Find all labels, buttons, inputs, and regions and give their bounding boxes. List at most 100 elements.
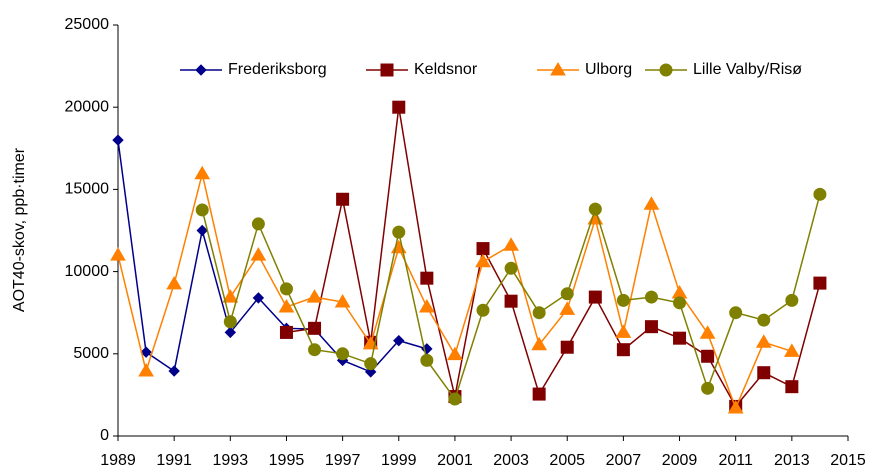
marker bbox=[560, 287, 574, 301]
marker bbox=[306, 289, 323, 303]
y-tick-label: 25000 bbox=[65, 16, 110, 33]
marker bbox=[195, 64, 207, 76]
marker bbox=[138, 363, 154, 377]
y-tick-label: 10000 bbox=[65, 263, 110, 280]
marker bbox=[813, 187, 827, 201]
x-tick-label: 2011 bbox=[718, 452, 753, 469]
marker bbox=[616, 293, 630, 307]
x-tick-label: 1995 bbox=[269, 452, 305, 469]
marker bbox=[813, 276, 827, 290]
marker bbox=[673, 331, 687, 345]
marker bbox=[380, 63, 394, 77]
marker bbox=[532, 387, 546, 401]
marker bbox=[503, 237, 519, 251]
marker bbox=[420, 271, 434, 285]
marker bbox=[588, 290, 602, 304]
y-tick-label: 20000 bbox=[65, 98, 110, 115]
marker bbox=[392, 225, 406, 239]
marker bbox=[615, 324, 632, 338]
marker bbox=[673, 296, 687, 310]
marker bbox=[476, 242, 490, 256]
marker bbox=[336, 347, 350, 361]
marker bbox=[223, 315, 237, 329]
marker bbox=[224, 326, 237, 339]
marker bbox=[671, 284, 688, 299]
marker bbox=[334, 294, 351, 308]
x-tick-label: 1989 bbox=[100, 452, 136, 469]
marker bbox=[701, 349, 715, 363]
y-tick-label: 15000 bbox=[65, 181, 110, 198]
x-tick-label: 1997 bbox=[325, 452, 361, 469]
marker bbox=[279, 325, 293, 339]
marker bbox=[447, 346, 463, 361]
marker bbox=[390, 239, 407, 254]
marker bbox=[644, 290, 658, 304]
marker bbox=[785, 380, 799, 394]
marker bbox=[166, 275, 183, 290]
marker bbox=[392, 100, 406, 114]
y-tick-label: 0 bbox=[100, 427, 109, 444]
marker bbox=[729, 306, 743, 320]
x-tick-label: 1999 bbox=[381, 452, 417, 469]
marker bbox=[727, 400, 744, 414]
marker bbox=[418, 298, 435, 313]
marker bbox=[196, 224, 208, 237]
marker bbox=[699, 325, 716, 339]
marker bbox=[250, 247, 267, 261]
marker bbox=[701, 381, 715, 395]
marker bbox=[755, 334, 772, 348]
marker bbox=[112, 134, 124, 146]
legend-label: Lille Valby/Risø bbox=[693, 61, 802, 78]
x-tick-label: 2009 bbox=[662, 452, 698, 469]
x-tick-label: 2005 bbox=[549, 452, 585, 469]
marker bbox=[252, 292, 265, 304]
marker bbox=[393, 334, 405, 347]
marker bbox=[504, 294, 518, 308]
marker bbox=[757, 366, 771, 380]
series-line bbox=[286, 107, 821, 408]
marker bbox=[194, 165, 211, 180]
marker bbox=[140, 346, 152, 358]
marker bbox=[110, 247, 126, 261]
marker bbox=[644, 320, 658, 334]
marker bbox=[783, 343, 800, 357]
marker bbox=[531, 336, 548, 351]
marker bbox=[448, 392, 462, 406]
marker bbox=[550, 62, 566, 76]
marker bbox=[195, 203, 209, 217]
marker bbox=[588, 202, 602, 216]
marker bbox=[420, 353, 434, 367]
marker bbox=[336, 192, 350, 206]
x-tick-label: 2013 bbox=[774, 452, 810, 469]
marker bbox=[308, 343, 322, 357]
marker bbox=[308, 321, 322, 335]
marker bbox=[279, 282, 293, 296]
marker bbox=[616, 343, 630, 357]
y-tick-label: 5000 bbox=[73, 345, 109, 362]
marker bbox=[560, 340, 574, 354]
marker bbox=[659, 63, 673, 77]
x-tick-label: 1991 bbox=[156, 452, 192, 469]
marker bbox=[559, 301, 576, 315]
marker bbox=[251, 217, 265, 231]
x-tick-label: 2003 bbox=[493, 452, 529, 469]
x-tick-label: 1993 bbox=[213, 452, 249, 469]
marker bbox=[278, 298, 295, 313]
legend-label: Keldsnor bbox=[414, 61, 478, 78]
marker bbox=[222, 289, 239, 303]
x-tick-label: 2001 bbox=[437, 452, 473, 469]
marker bbox=[757, 313, 771, 327]
marker bbox=[168, 365, 180, 377]
marker bbox=[532, 306, 546, 320]
marker bbox=[785, 293, 799, 307]
y-axis-label: AOT40-skov, ppb·timer bbox=[11, 147, 28, 312]
marker bbox=[476, 303, 490, 317]
legend-label: Ulborg bbox=[585, 61, 632, 78]
marker bbox=[504, 261, 518, 275]
marker bbox=[475, 253, 491, 268]
x-tick-label: 2007 bbox=[606, 452, 642, 469]
marker bbox=[364, 357, 378, 371]
marker bbox=[643, 196, 660, 210]
legend-label: Frederiksborg bbox=[228, 61, 327, 78]
